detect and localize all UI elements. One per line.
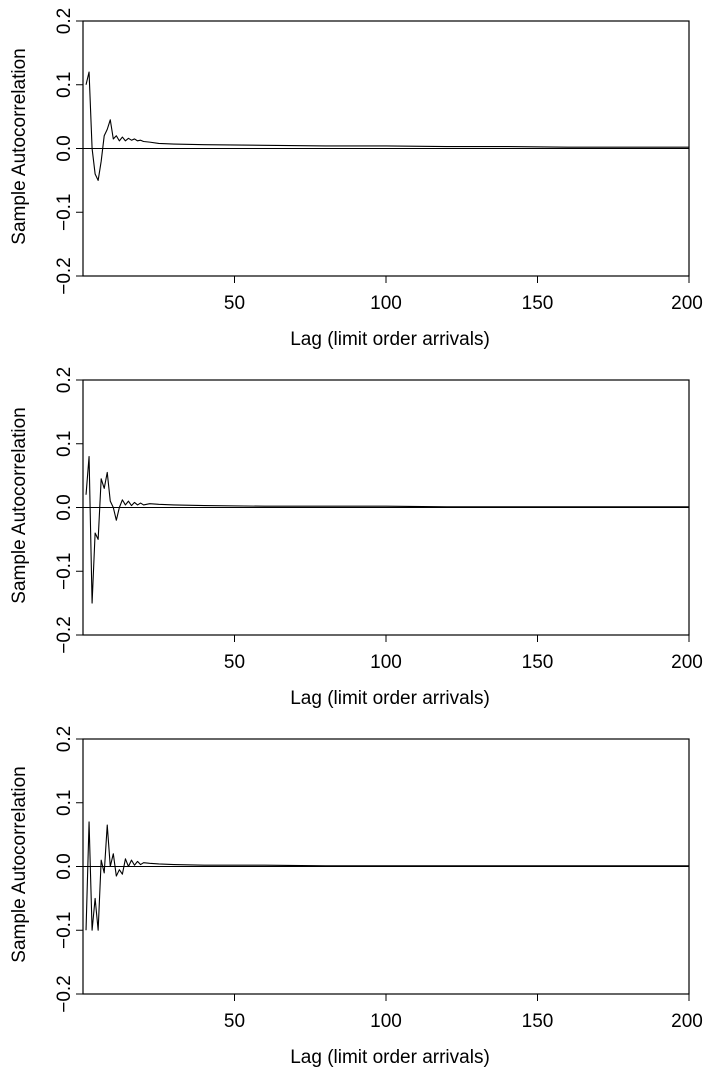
x-tick-label: 50 [224,652,245,673]
y-axis-label: Sample Autocorrelation [9,48,30,244]
y-tick-label: −0.2 [54,616,75,654]
acf-chart-svg: 50 100 150 200 −0.2 −0.1 0.0 0.1 0.2 Lag (limit o… [9,726,703,1068]
x-tick-label: 150 [522,1011,554,1032]
y-tick-label: 0.2 [54,367,75,393]
x-tick-label: 50 [224,1011,245,1032]
x-tick-label: 200 [671,293,703,314]
acf-chart-svg: 50 100 150 200 −0.2 −0.1 0.0 0.1 0.2 Lag (limit o… [9,367,703,709]
y-tick-label: 0.1 [54,72,75,98]
x-tick-label: 150 [522,293,554,314]
x-tick-label: 200 [671,652,703,673]
y-tick-label: 0.1 [54,431,75,457]
acf-series-line [85,455,689,604]
y-tick-label: 0.0 [54,135,75,161]
y-axis-label: Sample Autocorrelation [9,407,30,603]
acf-series-line [85,71,689,181]
x-axis-label: Lag (limit order arrivals) [290,1047,490,1068]
x-axis-label: Lag (limit order arrivals) [290,329,490,350]
x-tick-label: 200 [671,1011,703,1032]
acf-chart-svg: 50 100 150 200 −0.2 −0.1 0.0 0.1 0.2 Lag (limit o… [9,8,703,350]
y-tick-label: −0.1 [54,193,75,231]
acf-panel-1: 50 100 150 200 −0.2 −0.1 0.0 0.1 0.2 Lag (limit o… [0,0,709,359]
y-tick-label: −0.2 [54,975,75,1013]
y-tick-label: −0.1 [54,552,75,590]
y-tick-label: −0.1 [54,911,75,949]
x-tick-label: 50 [224,293,245,314]
y-tick-label: −0.2 [54,257,75,295]
x-tick-label: 100 [370,652,402,673]
y-tick-label: 0.2 [54,8,75,34]
y-tick-label: 0.0 [54,853,75,879]
y-axis-label: Sample Autocorrelation [9,766,30,962]
acf-panel-2: 50 100 150 200 −0.2 −0.1 0.0 0.1 0.2 Lag (limit o… [0,359,709,718]
x-tick-label: 100 [370,1011,402,1032]
acf-series-line [85,821,689,931]
acf-panel-3: 50 100 150 200 −0.2 −0.1 0.0 0.1 0.2 Lag (limit o… [0,718,709,1077]
x-tick-label: 150 [522,652,554,673]
x-tick-label: 100 [370,293,402,314]
y-tick-label: 0.2 [54,726,75,752]
y-tick-label: 0.1 [54,790,75,816]
y-tick-label: 0.0 [54,494,75,520]
x-axis-label: Lag (limit order arrivals) [290,688,490,709]
